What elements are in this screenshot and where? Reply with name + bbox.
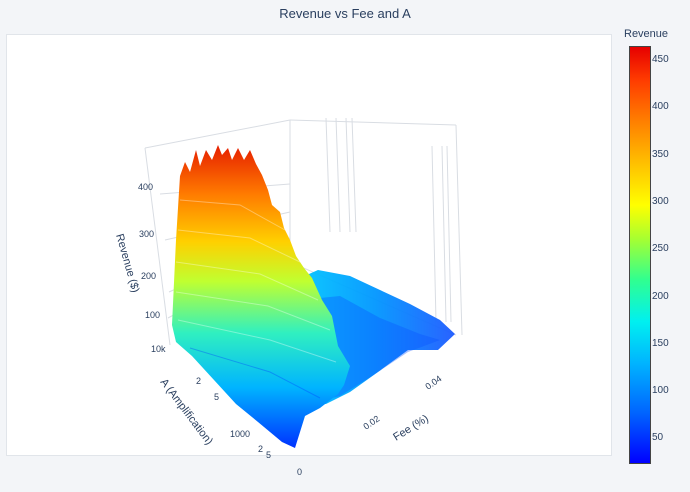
y-minor-tick: 2	[196, 376, 201, 386]
colorbar-tick-label: 100	[652, 385, 669, 397]
z-tick-label: 400	[138, 182, 153, 192]
x-tick-label: 0	[297, 467, 302, 477]
colorbar-tick-label: 450	[652, 54, 669, 66]
y-minor-tick: 5	[214, 392, 219, 402]
surface-texture	[175, 199, 337, 399]
z-axis-label: Revenue ($)	[113, 233, 141, 295]
colorbar	[629, 46, 651, 464]
x-axis-label: Fee (%)	[391, 413, 431, 444]
colorbar-tick-label: 250	[652, 243, 669, 255]
surface-peak	[172, 145, 350, 448]
colorbar-tick-label: 50	[652, 432, 664, 444]
y-axis-label: A (Amplification)	[158, 377, 215, 448]
colorbar-tick-label: 350	[652, 148, 669, 160]
y-tick-label: 10k	[151, 344, 166, 354]
colorbar-tick-label: 150	[652, 337, 669, 349]
chart-title: Revenue vs Fee and A	[279, 6, 411, 21]
z-tick-label: 300	[139, 229, 154, 239]
colorbar-title: Revenue	[624, 28, 669, 40]
z-tick-label: 200	[141, 271, 156, 281]
y-minor-tick: 2	[258, 444, 263, 454]
z-tick-label: 100	[145, 310, 160, 320]
y-minor-tick: 5	[266, 450, 271, 460]
y-tick-label: 1000	[230, 429, 250, 439]
x-tick-label: 0.04	[423, 373, 443, 391]
colorbar-tick-label: 300	[652, 196, 669, 207]
colorbar-tick-label: 400	[652, 101, 669, 113]
colorbar-tick-label: 200	[652, 290, 669, 302]
x-tick-label: 0.02	[361, 413, 381, 431]
